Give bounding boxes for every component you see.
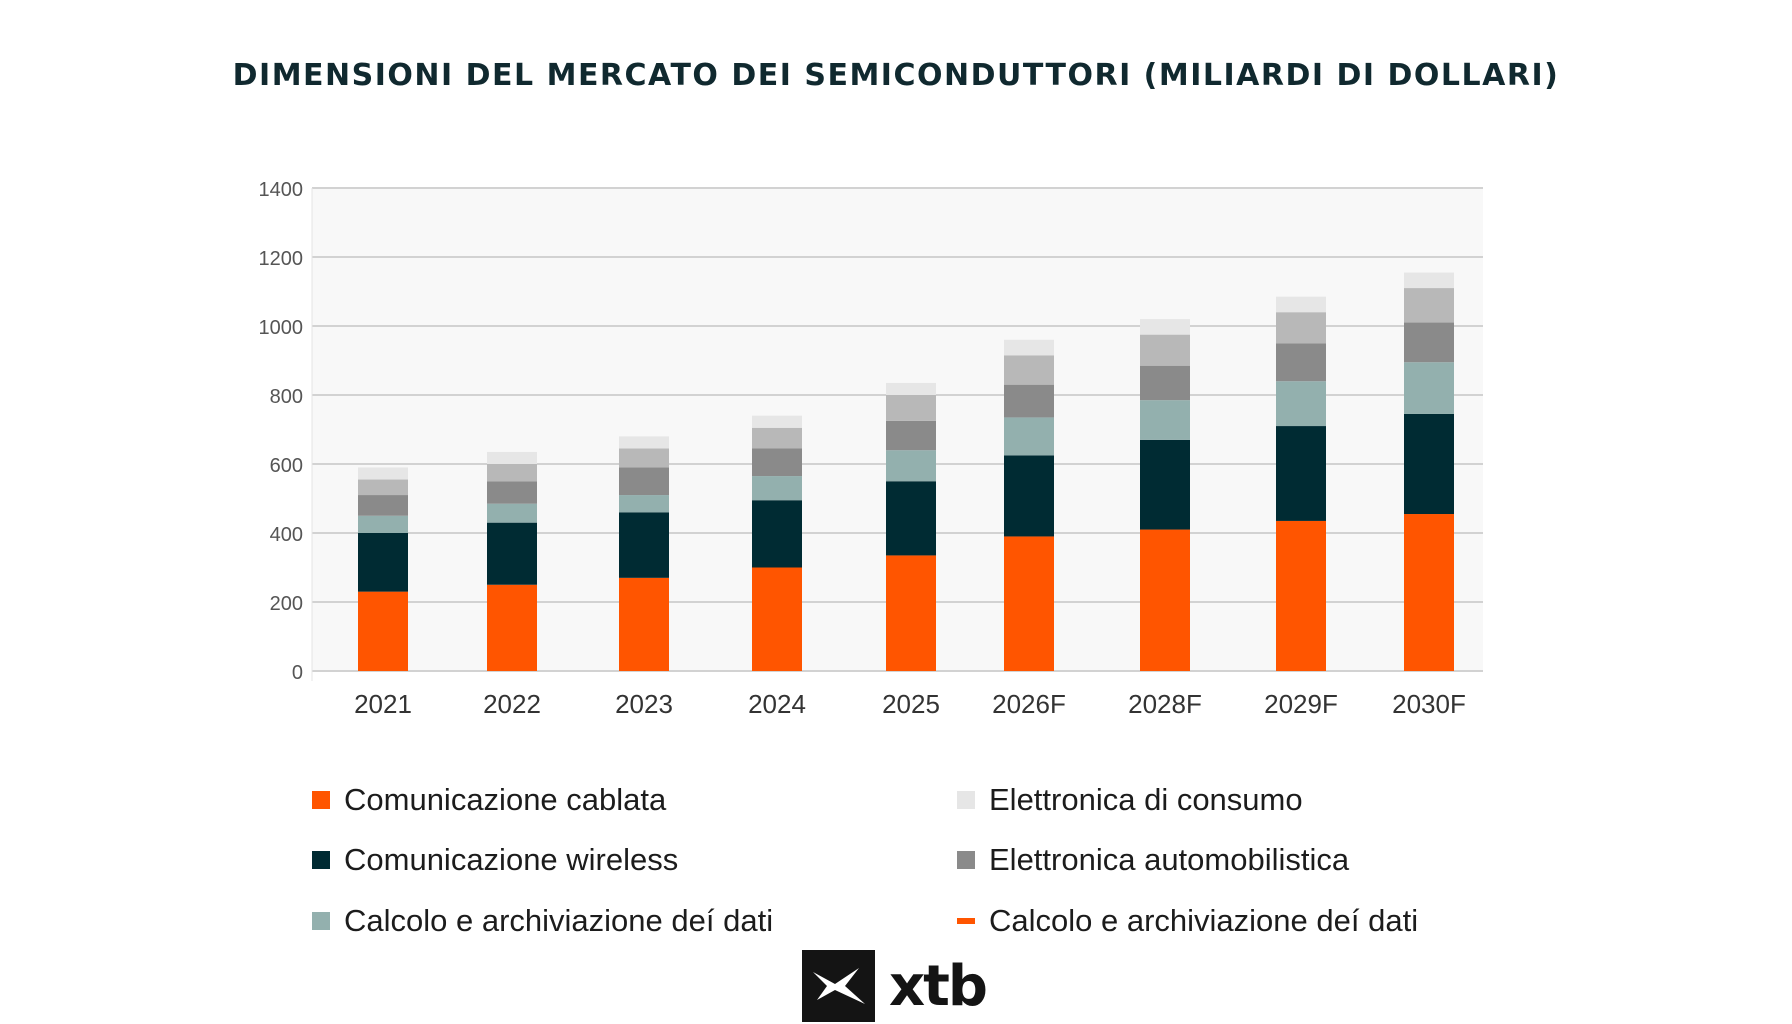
bar-segment-2022-2 bbox=[487, 503, 537, 523]
x-tick-label: 2024 bbox=[748, 689, 806, 719]
bar-segment-2021-2 bbox=[358, 515, 408, 533]
bar-segment-2021-0 bbox=[358, 591, 408, 671]
x-tick-label: 2025 bbox=[882, 689, 940, 719]
bar-segment-2024-5 bbox=[752, 415, 802, 428]
x-tick-label: 2029F bbox=[1264, 689, 1338, 719]
bar-segment-2026F-4 bbox=[1004, 355, 1054, 385]
bar-segment-2030F-2 bbox=[1404, 362, 1454, 414]
legend-swatch bbox=[957, 791, 975, 809]
bar-segment-2028F-3 bbox=[1140, 365, 1190, 401]
bar-segment-2029F-5 bbox=[1276, 296, 1326, 313]
bar-segment-2022-0 bbox=[487, 584, 537, 671]
x-tick-label: 2030F bbox=[1392, 689, 1466, 719]
bar-segment-2025-4 bbox=[886, 395, 936, 421]
bar-segment-2022-4 bbox=[487, 464, 537, 482]
bar-segment-2028F-4 bbox=[1140, 334, 1190, 366]
bar-segment-2024-3 bbox=[752, 448, 802, 477]
xtb-x-icon bbox=[802, 950, 875, 1022]
logo-text: xtb bbox=[889, 953, 988, 1019]
bar-segment-2021-3 bbox=[358, 495, 408, 516]
legend-label: Elettronica automobilistica bbox=[989, 842, 1350, 877]
bar-segment-2023-3 bbox=[619, 467, 669, 496]
bar-segment-2023-5 bbox=[619, 436, 669, 449]
x-tick-label: 2026F bbox=[992, 689, 1066, 719]
legend-label: Calcolo e archiviazione deí dati bbox=[989, 903, 1419, 938]
bar-segment-2022-3 bbox=[487, 481, 537, 504]
bar-segment-2030F-0 bbox=[1404, 514, 1454, 671]
bar-segment-2030F-3 bbox=[1404, 322, 1454, 363]
bar-segment-2029F-4 bbox=[1276, 312, 1326, 344]
legend-swatch bbox=[957, 851, 975, 869]
legend-swatch bbox=[312, 791, 330, 809]
bar-segment-2023-0 bbox=[619, 577, 669, 671]
y-tick-label: 800 bbox=[270, 386, 303, 408]
legend-item: Elettronica automobilistica bbox=[957, 842, 1349, 878]
bar-segment-2024-0 bbox=[752, 567, 802, 671]
y-tick-label: 600 bbox=[270, 455, 303, 477]
bar-segment-2023-2 bbox=[619, 495, 669, 513]
legend-swatch bbox=[957, 918, 975, 924]
bar-segment-2024-1 bbox=[752, 500, 802, 568]
x-tick-label: 2028F bbox=[1128, 689, 1202, 719]
legend-label: Calcolo e archiviazione deí dati bbox=[344, 903, 774, 938]
legend-swatch bbox=[312, 912, 330, 930]
y-tick-label: 200 bbox=[270, 593, 303, 615]
bar-segment-2029F-1 bbox=[1276, 426, 1326, 521]
bar-segment-2025-0 bbox=[886, 555, 936, 671]
bar-segment-2022-1 bbox=[487, 522, 537, 585]
bar-segment-2028F-0 bbox=[1140, 529, 1190, 671]
y-tick-label: 1200 bbox=[259, 248, 304, 270]
legend-item: Elettronica di consumo bbox=[957, 782, 1303, 818]
bar-segment-2021-5 bbox=[358, 467, 408, 480]
bar-segment-2029F-2 bbox=[1276, 381, 1326, 427]
bar-segment-2021-4 bbox=[358, 479, 408, 496]
legend-item: Calcolo e archiviazione deí dati bbox=[957, 903, 1418, 939]
bar-segment-2025-5 bbox=[886, 382, 936, 395]
y-tick-label: 0 bbox=[292, 662, 303, 684]
bar-segment-2026F-3 bbox=[1004, 384, 1054, 418]
legend-label: Comunicazione cablata bbox=[344, 782, 667, 817]
chart-title: DIMENSIONI DEL MERCATO DEI SEMICONDUTTOR… bbox=[232, 58, 1560, 93]
legend-swatch bbox=[312, 851, 330, 869]
bar-segment-2026F-1 bbox=[1004, 455, 1054, 537]
x-tick-label: 2023 bbox=[615, 689, 673, 719]
bar-segment-2030F-1 bbox=[1404, 413, 1454, 515]
bar-segment-2023-1 bbox=[619, 512, 669, 578]
bar-segment-2030F-5 bbox=[1404, 272, 1454, 289]
bar-segment-2029F-3 bbox=[1276, 343, 1326, 382]
xtb-logo: xtb bbox=[802, 950, 988, 1022]
x-tick-label: 2021 bbox=[354, 689, 412, 719]
bar-segment-2024-4 bbox=[752, 427, 802, 449]
bar-segment-2021-1 bbox=[358, 533, 408, 592]
bar-segment-2028F-1 bbox=[1140, 439, 1190, 530]
y-tick-label: 1400 bbox=[259, 179, 304, 201]
y-tick-label: 1000 bbox=[259, 317, 304, 339]
legend-label: Elettronica di consumo bbox=[989, 782, 1303, 817]
bar-segment-2025-2 bbox=[886, 450, 936, 482]
legend-item: Calcolo e archiviazione deí dati bbox=[312, 903, 773, 939]
legend-label: Comunicazione wireless bbox=[344, 842, 679, 877]
x-tick-label: 2022 bbox=[483, 689, 541, 719]
bar-segment-2024-2 bbox=[752, 476, 802, 501]
bar-segment-2026F-0 bbox=[1004, 536, 1054, 671]
bar-segment-2030F-4 bbox=[1404, 288, 1454, 323]
bar-segment-2028F-2 bbox=[1140, 400, 1190, 440]
bar-segment-2023-4 bbox=[619, 448, 669, 468]
bar-segment-2025-1 bbox=[886, 481, 936, 556]
bar-segment-2025-3 bbox=[886, 420, 936, 451]
bar-segment-2028F-5 bbox=[1140, 319, 1190, 335]
bar-segment-2026F-5 bbox=[1004, 339, 1054, 356]
bar-segment-2029F-0 bbox=[1276, 520, 1326, 671]
bar-segment-2022-5 bbox=[487, 451, 537, 464]
legend-item: Comunicazione cablata bbox=[312, 782, 666, 818]
bar-segment-2026F-2 bbox=[1004, 417, 1054, 456]
legend-item: Comunicazione wireless bbox=[312, 842, 678, 878]
y-tick-label: 400 bbox=[270, 524, 303, 546]
